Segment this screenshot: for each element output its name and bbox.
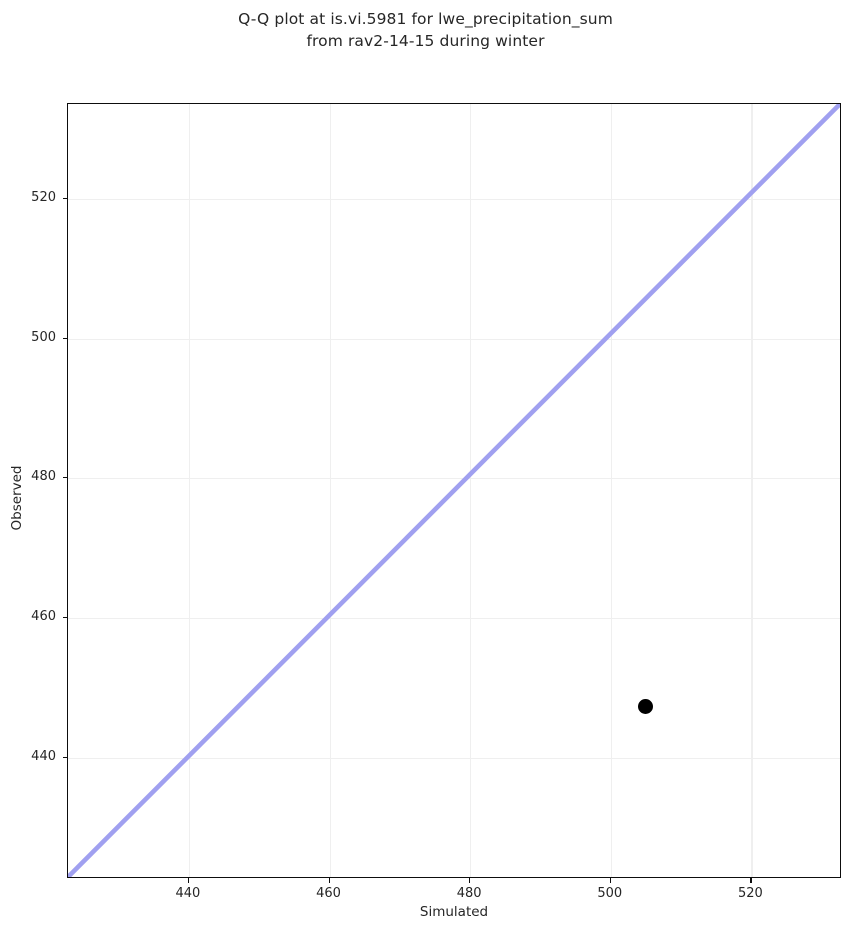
tick-x-520: [750, 878, 752, 883]
gridline-horizontal-520: [68, 198, 840, 201]
x-axis-label: Simulated: [419, 904, 489, 920]
tick-label-x-480: 480: [456, 886, 482, 901]
tick-label-y-500: 500: [31, 329, 56, 345]
tick-x-480: [469, 878, 471, 883]
y-axis-label: Observed: [9, 465, 25, 531]
gridline-vertical-460: [329, 104, 331, 877]
tick-y-480: [62, 477, 67, 479]
tick-x-500: [609, 878, 611, 883]
tick-label-x-440: 440: [175, 886, 201, 901]
tick-x-440: [187, 878, 190, 883]
plot-axes-area: [67, 103, 841, 878]
tick-y-520: [62, 197, 67, 200]
gridline-vertical-480: [470, 104, 472, 877]
gridline-vertical-520: [751, 104, 753, 877]
tick-label-y-440: 440: [31, 748, 56, 764]
one-to-one-reference-line: [68, 104, 840, 877]
data-point: [638, 699, 654, 715]
gridline-horizontal-460: [68, 617, 840, 620]
tick-y-500: [62, 337, 67, 339]
tick-label-x-460: 460: [316, 886, 341, 901]
gridline-vertical-440: [188, 104, 191, 877]
gridline-horizontal-500: [68, 338, 840, 340]
tick-y-440: [62, 756, 67, 758]
chart-title: Q-Q plot at is.vi.5981 for lwe_precipita…: [238, 10, 613, 51]
tick-label-y-480: 480: [31, 469, 56, 485]
tick-label-x-500: 500: [597, 886, 623, 901]
tick-label-x-520: 520: [737, 886, 763, 901]
tick-y-460: [62, 616, 67, 619]
tick-x-460: [328, 878, 330, 883]
gridline-horizontal-440: [68, 757, 840, 759]
gridline-vertical-500: [610, 104, 612, 877]
tick-label-y-520: 520: [31, 189, 56, 205]
gridline-horizontal-480: [68, 478, 840, 480]
tick-label-y-460: 460: [31, 608, 56, 624]
